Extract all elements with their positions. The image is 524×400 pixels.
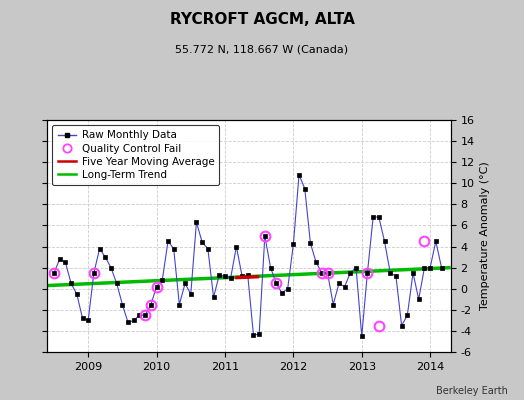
Text: Berkeley Earth: Berkeley Earth [436,386,508,396]
Text: 55.772 N, 118.667 W (Canada): 55.772 N, 118.667 W (Canada) [176,44,348,54]
Y-axis label: Temperature Anomaly (°C): Temperature Anomaly (°C) [480,162,490,310]
Legend: Raw Monthly Data, Quality Control Fail, Five Year Moving Average, Long-Term Tren: Raw Monthly Data, Quality Control Fail, … [52,125,220,185]
Text: RYCROFT AGCM, ALTA: RYCROFT AGCM, ALTA [170,12,354,27]
